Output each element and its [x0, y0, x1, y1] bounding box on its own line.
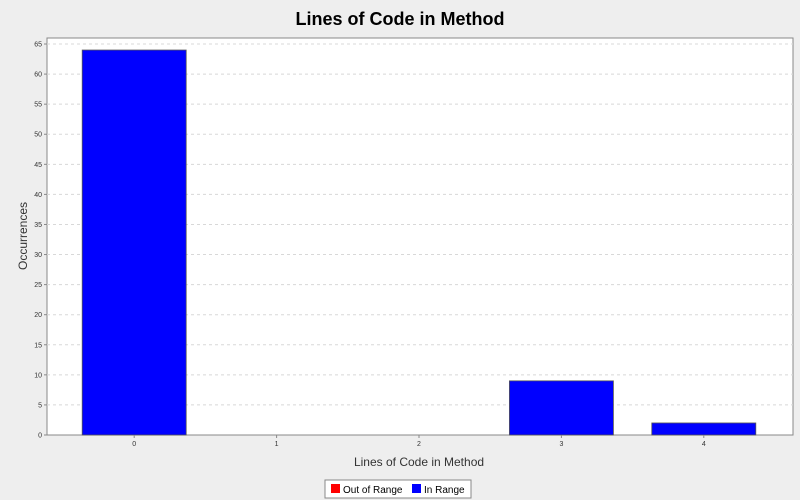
y-tick-label: 60 [34, 72, 42, 79]
legend-label-in-range: In Range [424, 485, 465, 496]
legend-box [324, 479, 472, 499]
x-tick-label: 0 [132, 441, 136, 448]
y-tick-label: 30 [34, 252, 42, 259]
y-tick-label: 50 [34, 132, 42, 139]
x-axis-label: Lines of Code in Method [354, 455, 484, 469]
bar-4 [651, 422, 757, 436]
y-tick-label: 55 [34, 102, 42, 109]
legend: Out of Range In Range [324, 479, 472, 499]
y-tick-label: 0 [38, 433, 42, 440]
legend-swatch-out-of-range [331, 484, 340, 493]
bars [81, 49, 757, 436]
y-axis-ticks: 0 5 10 15 20 25 30 35 40 45 50 55 60 65 [34, 42, 47, 440]
y-tick-label: 5 [38, 402, 42, 409]
x-tick-label: 4 [702, 441, 706, 448]
gridlines [47, 43, 793, 406]
x-tick-label: 3 [559, 441, 563, 448]
x-tick-label: 2 [417, 441, 421, 448]
chart-title: Lines of Code in Method [296, 9, 505, 29]
y-tick-label: 40 [34, 192, 42, 199]
y-tick-label: 65 [34, 42, 42, 49]
legend-swatch-in-range [412, 484, 421, 493]
y-tick-label: 45 [34, 162, 42, 169]
bar-3 [508, 380, 614, 436]
y-tick-label: 35 [34, 222, 42, 229]
y-tick-label: 25 [34, 282, 42, 289]
x-axis-ticks: 0 1 2 3 4 [132, 435, 706, 448]
x-tick-label: 1 [275, 441, 279, 448]
legend-label-out-of-range: Out of Range [343, 485, 403, 496]
y-tick-label: 10 [34, 372, 42, 379]
bar-0 [81, 49, 187, 436]
y-tick-label: 20 [34, 312, 42, 319]
y-tick-label: 15 [34, 342, 42, 349]
y-axis-label: Occurrences [16, 202, 30, 270]
